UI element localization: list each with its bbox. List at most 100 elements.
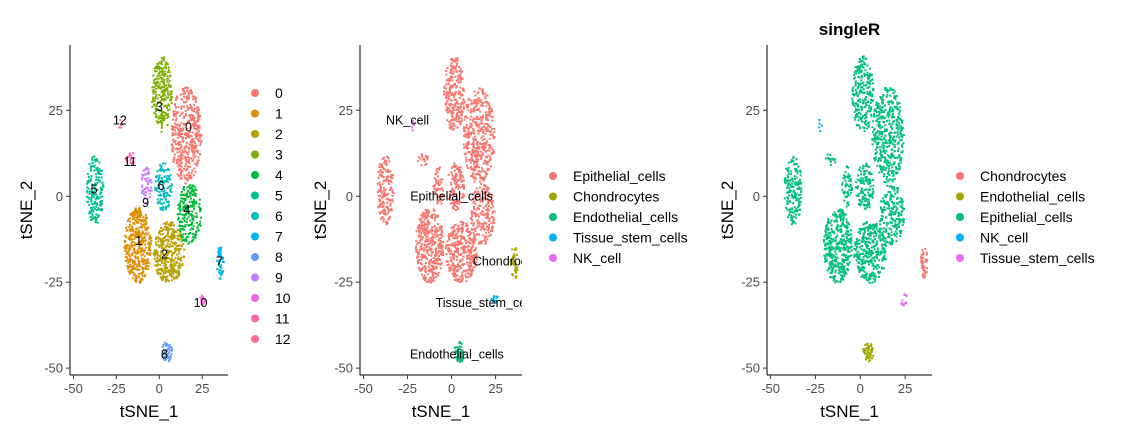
data-point (853, 71, 856, 74)
data-point (840, 268, 843, 270)
data-point (180, 171, 183, 174)
data-point (195, 106, 198, 109)
data-point (163, 269, 166, 272)
data-point (481, 145, 483, 148)
data-point (439, 263, 442, 266)
data-point (179, 200, 182, 203)
data-point (837, 246, 840, 248)
data-point (824, 257, 826, 260)
data-point (202, 296, 204, 299)
data-point (873, 115, 876, 118)
data-point (463, 263, 466, 266)
data-point (457, 92, 460, 95)
data-point (481, 227, 484, 229)
data-point (864, 63, 867, 66)
data-point (128, 253, 131, 256)
data-point (421, 155, 424, 158)
data-point (129, 247, 132, 250)
data-point (431, 275, 434, 278)
data-point (187, 156, 189, 159)
data-point (435, 252, 437, 255)
data-point (179, 209, 182, 212)
data-point (97, 207, 100, 210)
data-point (417, 266, 420, 269)
data-point (876, 164, 879, 167)
data-point (423, 247, 426, 250)
data-point (434, 231, 437, 234)
data-point (91, 203, 94, 205)
data-point (158, 272, 161, 275)
data-point (442, 189, 445, 192)
data-point (127, 218, 130, 221)
data-point (485, 162, 488, 165)
data-point (172, 267, 175, 270)
data-point (98, 180, 101, 183)
data-point (391, 190, 394, 193)
data-point (874, 156, 877, 159)
data-point (191, 194, 194, 196)
data-point (140, 192, 143, 195)
data-point (420, 153, 423, 156)
data-point (133, 222, 136, 225)
data-point (471, 214, 473, 217)
data-point (445, 69, 448, 72)
data-point (175, 277, 178, 280)
data-point (460, 112, 463, 115)
data-point (138, 232, 141, 235)
data-point (878, 157, 881, 160)
data-point (470, 103, 473, 106)
data-point (480, 156, 483, 159)
data-point (474, 151, 477, 154)
data-point (180, 105, 183, 108)
data-point (173, 157, 176, 160)
data-point (461, 228, 464, 231)
data-point (470, 212, 473, 215)
data-point (175, 262, 178, 265)
data-point (433, 185, 436, 188)
data-point (187, 242, 190, 245)
data-point (878, 146, 881, 149)
data-point (162, 193, 165, 196)
data-point (863, 130, 866, 133)
data-point (456, 166, 459, 169)
data-point (471, 158, 474, 161)
data-point (887, 154, 890, 157)
data-point (159, 207, 162, 210)
data-point (894, 139, 897, 142)
data-point (437, 274, 440, 277)
data-point (884, 116, 887, 119)
data-point (192, 202, 194, 205)
data-point (512, 260, 515, 263)
legend-label: 4 (275, 167, 283, 183)
data-point (475, 187, 478, 190)
data-point (162, 80, 165, 83)
data-point (129, 217, 131, 220)
data-point (154, 188, 157, 191)
data-point (512, 254, 515, 257)
data-point (486, 149, 489, 152)
data-point (476, 99, 479, 102)
data-point (488, 104, 491, 107)
data-point (492, 211, 494, 213)
data-point (418, 258, 420, 261)
data-point (180, 122, 183, 124)
data-point (484, 97, 487, 100)
data-point (829, 231, 832, 234)
data-point (897, 128, 900, 131)
data-point (184, 182, 187, 185)
data-point (445, 96, 448, 99)
data-point (451, 76, 454, 78)
data-point (452, 258, 455, 261)
data-point (493, 127, 496, 130)
data-point (162, 209, 165, 212)
data-point (134, 207, 137, 210)
data-point (127, 226, 130, 229)
data-point (453, 253, 455, 256)
data-point (162, 117, 164, 119)
data-point (186, 127, 189, 130)
data-point (141, 176, 144, 179)
data-point (880, 131, 883, 133)
data-point (86, 200, 89, 203)
data-point (471, 245, 474, 248)
data-point (422, 266, 425, 269)
